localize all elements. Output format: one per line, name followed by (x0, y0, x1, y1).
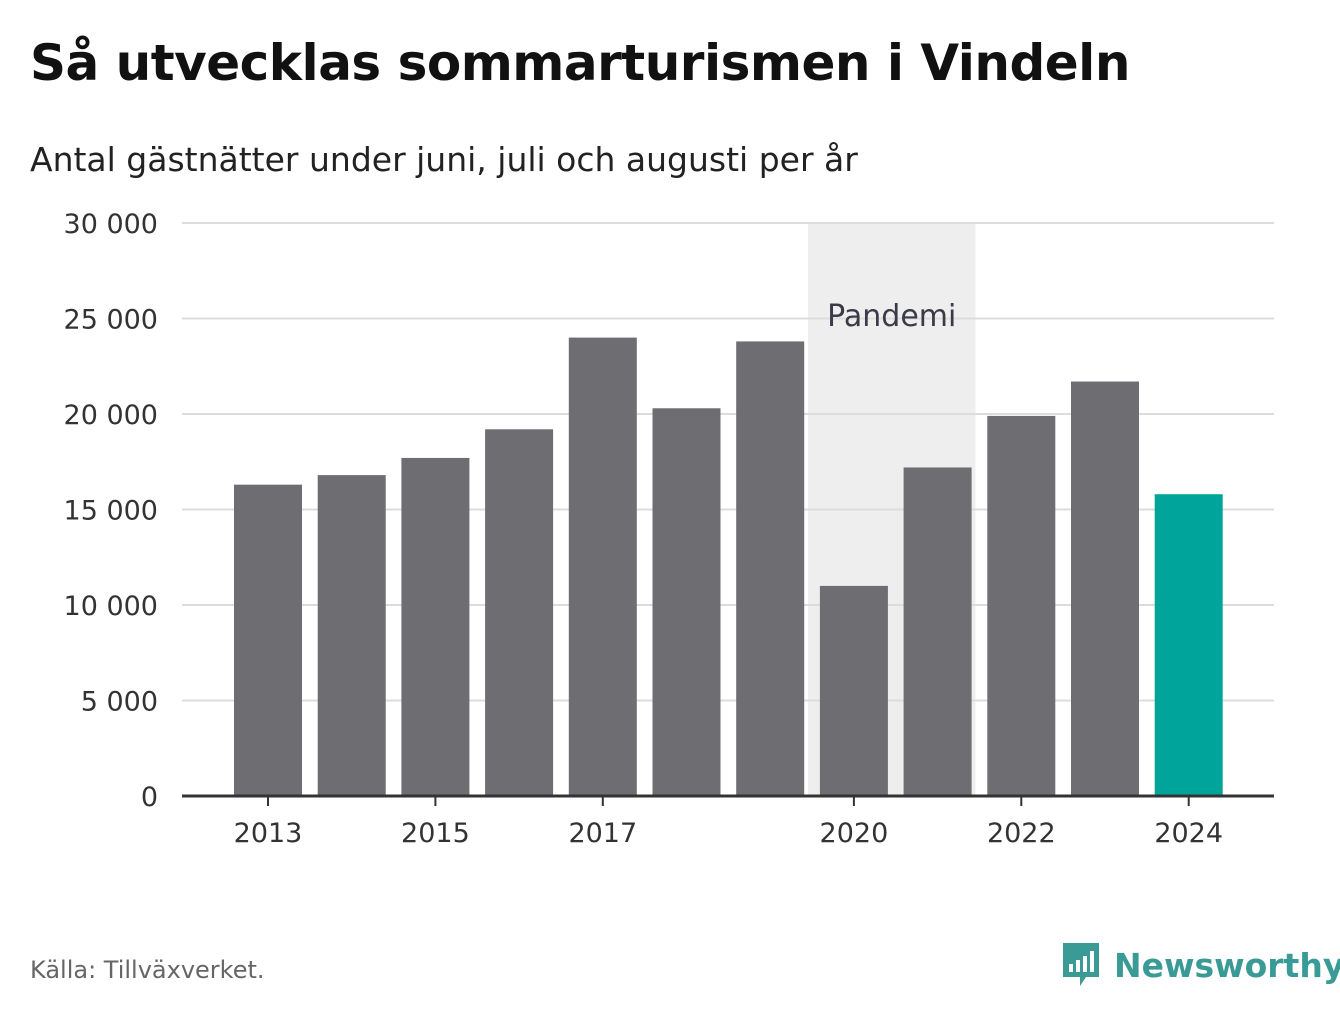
x-tick-label: 2015 (401, 818, 470, 849)
y-tick-label: 30 000 (64, 209, 158, 240)
chart-subtitle: Antal gästnätter under juni, juli och au… (30, 140, 858, 179)
bar-2013 (234, 484, 302, 796)
bar-chart: 0 5 000 10 000 15 000 20 000 25 000 30 000 201… (64, 209, 1274, 849)
y-tick-label: 10 000 (64, 591, 158, 622)
brand-logo: Newsworthy (1060, 940, 1340, 990)
x-tick-label: 2022 (987, 818, 1056, 849)
bar-2017 (568, 337, 637, 796)
x-tick-label: 2020 (820, 818, 889, 849)
bar-2021 (903, 467, 972, 796)
x-tick-label: 2013 (234, 818, 303, 849)
x-tick-label: 2024 (1154, 818, 1223, 849)
y-tick-label: 0 (141, 782, 158, 813)
bar-2018 (652, 408, 721, 796)
bar-2020 (819, 585, 888, 796)
bar-2023 (1071, 381, 1139, 796)
bar-2024 (1154, 494, 1223, 796)
newsworthy-logo-icon (1063, 943, 1099, 986)
bar-2022 (987, 415, 1056, 796)
y-tick-label: 5 000 (81, 687, 158, 718)
y-tick-label: 25 000 (64, 305, 158, 336)
bar-2014 (317, 475, 386, 796)
y-tick-label: 20 000 (64, 400, 158, 431)
annotation-layer: Pandemi (827, 299, 956, 334)
brand-name: Newsworthy (1114, 945, 1340, 985)
y-tick-label: 15 000 (64, 496, 158, 527)
pandemic-annotation: Pandemi (827, 299, 956, 334)
bar-2019 (736, 341, 805, 796)
y-axis-ticks: 0 5 000 10 000 15 000 20 000 25 000 30 000 (64, 209, 158, 813)
x-tick-label: 2017 (568, 818, 637, 849)
x-axis-ticks: 2013 2015 2017 2020 2022 2024 (234, 796, 1223, 849)
chart-title: Så utvecklas sommarturismen i Vindeln (30, 34, 1130, 92)
bar-2016 (485, 429, 554, 796)
bars (234, 337, 1223, 796)
source-note: Källa: Tillväxverket. (30, 956, 265, 984)
bar-2015 (401, 457, 470, 796)
